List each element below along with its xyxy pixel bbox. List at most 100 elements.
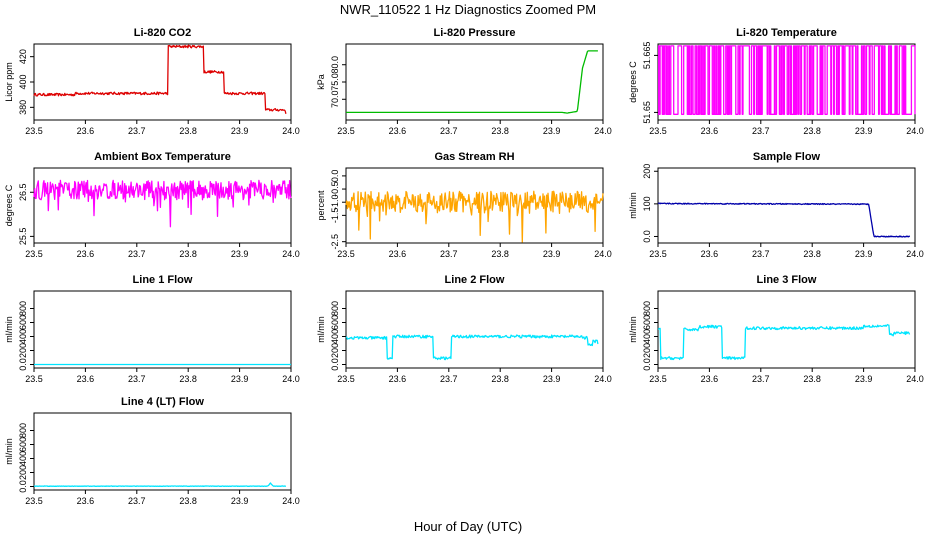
y-tick-label: 0.0 <box>330 358 340 371</box>
x-tick-label: 23.9 <box>855 374 873 384</box>
y-tick-label: 25.5 <box>18 228 28 246</box>
y-tick-label: 400 <box>330 329 340 344</box>
panel-6: Sample Flow 23.5 23.6 23.7 23.8 23.9 24.0 0.0 10… <box>628 151 924 259</box>
panel-title: Sample Flow <box>753 151 821 163</box>
x-tick-label: 23.7 <box>128 249 146 259</box>
x-tick-label: 24.0 <box>906 126 924 136</box>
panel-title: Line 2 Flow <box>445 274 505 286</box>
x-tick-label: 23.8 <box>491 374 509 384</box>
series-line-1 <box>658 45 916 115</box>
x-tick-label: 23.9 <box>231 374 249 384</box>
x-tick-label: 23.8 <box>179 374 197 384</box>
series-line-1 <box>657 202 911 238</box>
x-tick-label: 24.0 <box>282 126 300 136</box>
y-tick-label: 26.5 <box>18 183 28 201</box>
x-tick-label: 23.5 <box>337 126 355 136</box>
x-tick-label: 23.7 <box>128 496 146 506</box>
y-axis-label: ml/min <box>4 316 14 343</box>
x-tick-label: 23.5 <box>25 374 43 384</box>
x-tick-label: 23.9 <box>855 249 873 259</box>
y-tick-label: 0.0 <box>330 170 340 183</box>
y-tick-label: 380 <box>18 100 28 115</box>
x-tick-label: 23.8 <box>491 126 509 136</box>
x-tick-label: 23.9 <box>543 126 561 136</box>
y-tick-label: 200 <box>642 164 652 179</box>
x-tick-label: 23.5 <box>25 249 43 259</box>
y-tick-label: 400 <box>18 451 28 466</box>
y-tick-label: 51.65 <box>642 101 652 124</box>
panel-title: Line 1 Flow <box>133 274 193 286</box>
x-tick-label: 23.7 <box>752 126 770 136</box>
y-tick-label: 800 <box>330 301 340 316</box>
x-tick-label: 23.7 <box>440 249 458 259</box>
y-tick-label: 600 <box>642 315 652 330</box>
y-tick-label: 600 <box>18 315 28 330</box>
y-tick-label: 0.0 <box>18 480 28 493</box>
y-tick-label: 100 <box>642 196 652 211</box>
series-line-1 <box>657 323 911 361</box>
y-tick-label: -1.5 <box>330 208 340 224</box>
y-tick-label: 70.0 <box>330 91 340 109</box>
x-tick-label: 24.0 <box>594 249 612 259</box>
x-tick-label: 23.8 <box>803 249 821 259</box>
series-line-1 <box>33 44 287 114</box>
panels-group: Li-820 CO2 23.5 23.6 23.7 23.8 23.9 24.0 380 400… <box>4 27 924 506</box>
x-tick-label: 23.9 <box>231 496 249 506</box>
x-tick-label: 24.0 <box>594 126 612 136</box>
x-tick-label: 23.5 <box>25 496 43 506</box>
x-tick-label: 24.0 <box>282 249 300 259</box>
y-tick-label: 200 <box>330 343 340 358</box>
y-tick-label: -2.5 <box>330 234 340 250</box>
x-tick-label: 23.8 <box>803 374 821 384</box>
y-tick-label: 800 <box>18 423 28 438</box>
y-tick-label: -1.0 <box>330 194 340 210</box>
y-axis-label: ml/min <box>4 438 14 465</box>
x-tick-label: 23.6 <box>389 249 407 259</box>
y-tick-label: 51.665 <box>642 42 652 70</box>
panel-3: Li-820 Temperature 23.5 23.6 23.7 23.8 23.9 24… <box>628 27 924 136</box>
footer-x-axis-label: Hour of Day (UTC) <box>414 519 522 534</box>
x-tick-label: 23.7 <box>752 374 770 384</box>
x-tick-label: 23.6 <box>77 374 95 384</box>
panel-title: Line 3 Flow <box>757 274 817 286</box>
plot-frame <box>33 412 292 491</box>
y-tick-label: -0.5 <box>330 181 340 197</box>
x-tick-label: 23.8 <box>179 496 197 506</box>
y-tick-label: 0.0 <box>642 358 652 371</box>
x-tick-label: 23.6 <box>701 249 719 259</box>
series-line-1 <box>346 50 598 114</box>
x-tick-label: 23.6 <box>389 374 407 384</box>
y-tick-label: 80.0 <box>330 56 340 74</box>
y-tick-label: 200 <box>642 343 652 358</box>
panel-title: Li-820 CO2 <box>134 27 191 39</box>
x-tick-label: 23.5 <box>649 126 667 136</box>
x-tick-label: 23.5 <box>337 374 355 384</box>
x-tick-label: 23.8 <box>803 126 821 136</box>
x-tick-label: 23.9 <box>855 126 873 136</box>
x-tick-label: 23.7 <box>752 249 770 259</box>
x-tick-label: 23.6 <box>701 374 719 384</box>
y-axis-label: degrees C <box>4 184 14 226</box>
plot-frame <box>657 167 916 244</box>
y-tick-label: 420 <box>18 49 28 64</box>
y-axis-label: kPa <box>316 74 326 90</box>
panel-title: Li-820 Pressure <box>434 27 516 39</box>
x-tick-label: 23.8 <box>179 249 197 259</box>
x-tick-label: 24.0 <box>282 374 300 384</box>
y-tick-label: 600 <box>330 315 340 330</box>
panel-9: Line 3 Flow 23.5 23.6 23.7 23.8 23.9 24.0 0.020… <box>628 274 924 384</box>
y-tick-label: 0.0 <box>18 358 28 371</box>
panel-7: Line 1 Flow 23.5 23.6 23.7 23.8 23.9 24.0 0.020… <box>4 274 300 384</box>
panel-1: Li-820 CO2 23.5 23.6 23.7 23.8 23.9 24.0 380 400… <box>4 27 300 136</box>
series-line-1 <box>345 190 604 243</box>
y-tick-label: 800 <box>18 301 28 316</box>
x-tick-label: 23.7 <box>128 126 146 136</box>
x-tick-label: 23.7 <box>128 374 146 384</box>
figure-title: NWR_110522 1 Hz Diagnostics Zoomed PM <box>340 2 596 17</box>
x-tick-label: 23.9 <box>231 126 249 136</box>
panel-2: Li-820 Pressure 23.5 23.6 23.7 23.8 23.9 24.0 7… <box>316 27 612 136</box>
x-tick-label: 24.0 <box>594 374 612 384</box>
y-tick-label: 800 <box>642 301 652 316</box>
